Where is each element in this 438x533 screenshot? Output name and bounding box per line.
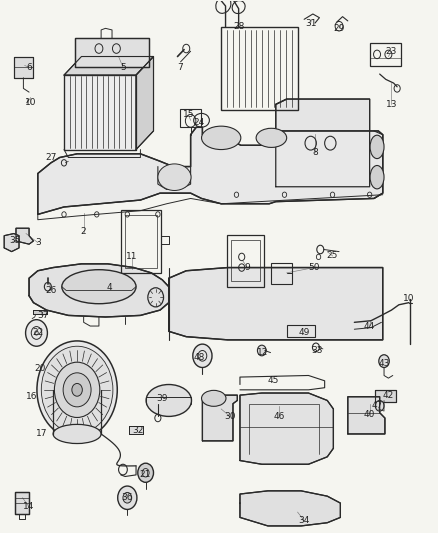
Text: 8: 8 — [312, 148, 318, 157]
Bar — [180, 109, 201, 127]
Circle shape — [63, 373, 91, 407]
Polygon shape — [375, 390, 396, 402]
Text: 14: 14 — [23, 502, 35, 511]
Polygon shape — [75, 38, 149, 67]
Bar — [272, 263, 292, 284]
Text: 31: 31 — [305, 19, 316, 28]
Text: 33: 33 — [311, 346, 323, 355]
Text: 48: 48 — [194, 353, 205, 362]
Text: 28: 28 — [233, 22, 244, 31]
Circle shape — [375, 400, 384, 411]
Text: 10: 10 — [403, 294, 415, 303]
Text: 10: 10 — [25, 98, 36, 107]
Circle shape — [258, 345, 266, 356]
Text: 37: 37 — [38, 311, 49, 320]
Polygon shape — [240, 393, 333, 464]
Polygon shape — [38, 127, 383, 214]
Text: 49: 49 — [298, 328, 310, 337]
Bar — [221, 27, 297, 110]
Text: 25: 25 — [327, 252, 338, 260]
Text: 32: 32 — [133, 426, 144, 435]
Text: 29: 29 — [333, 24, 345, 33]
Ellipse shape — [146, 384, 191, 416]
Polygon shape — [14, 56, 33, 78]
Circle shape — [118, 486, 137, 510]
Text: 16: 16 — [25, 392, 37, 401]
Ellipse shape — [158, 164, 191, 190]
Ellipse shape — [53, 424, 101, 443]
Polygon shape — [29, 264, 169, 317]
Circle shape — [193, 344, 212, 368]
Text: 39: 39 — [156, 394, 168, 403]
Polygon shape — [33, 310, 46, 314]
Bar — [121, 210, 161, 273]
Text: 46: 46 — [274, 412, 285, 421]
Text: 2: 2 — [81, 228, 86, 237]
Text: 15: 15 — [183, 110, 194, 119]
Text: 21: 21 — [139, 471, 151, 479]
Text: 27: 27 — [45, 153, 57, 162]
Text: 22: 22 — [32, 328, 43, 337]
Ellipse shape — [201, 126, 241, 150]
Text: 50: 50 — [308, 263, 320, 272]
Text: 7: 7 — [177, 63, 183, 71]
Ellipse shape — [62, 270, 136, 304]
Text: 36: 36 — [122, 493, 133, 502]
Text: 26: 26 — [45, 286, 57, 295]
Text: 24: 24 — [194, 118, 205, 127]
Ellipse shape — [370, 165, 384, 189]
Text: 3: 3 — [35, 238, 41, 247]
Polygon shape — [169, 268, 383, 340]
Polygon shape — [202, 395, 237, 441]
Polygon shape — [16, 228, 33, 244]
Text: 12: 12 — [257, 348, 268, 357]
Polygon shape — [64, 75, 136, 150]
Circle shape — [148, 288, 163, 307]
Text: 6: 6 — [26, 63, 32, 71]
Text: 30: 30 — [224, 412, 236, 421]
Text: 9: 9 — [244, 263, 250, 272]
Text: 23: 23 — [386, 47, 397, 55]
Circle shape — [41, 346, 113, 433]
Circle shape — [72, 383, 82, 396]
Bar — [227, 235, 264, 287]
Text: 42: 42 — [383, 391, 394, 400]
Polygon shape — [4, 233, 19, 252]
Circle shape — [138, 463, 153, 482]
Text: 47: 47 — [371, 401, 383, 410]
Bar — [125, 215, 156, 268]
Text: 5: 5 — [120, 63, 126, 71]
Text: 45: 45 — [268, 376, 279, 385]
Text: 43: 43 — [378, 359, 390, 368]
Circle shape — [123, 492, 132, 503]
Polygon shape — [136, 56, 153, 150]
Ellipse shape — [256, 128, 287, 148]
Circle shape — [54, 362, 100, 417]
Polygon shape — [276, 99, 370, 187]
Text: 44: 44 — [364, 321, 375, 330]
Polygon shape — [130, 426, 143, 434]
Ellipse shape — [370, 135, 384, 159]
Bar — [370, 43, 401, 66]
Bar — [287, 325, 315, 337]
Text: 40: 40 — [364, 410, 375, 419]
Polygon shape — [14, 492, 29, 514]
Ellipse shape — [201, 390, 226, 406]
Text: 4: 4 — [107, 283, 113, 292]
Circle shape — [37, 341, 117, 439]
Text: 17: 17 — [36, 430, 48, 439]
Circle shape — [25, 320, 47, 346]
Polygon shape — [348, 397, 385, 434]
Text: 20: 20 — [34, 364, 46, 373]
Text: 11: 11 — [126, 253, 138, 261]
Polygon shape — [64, 56, 153, 75]
Bar — [231, 240, 260, 281]
Circle shape — [379, 355, 389, 368]
Text: 13: 13 — [386, 100, 397, 109]
Text: 34: 34 — [298, 516, 310, 525]
Polygon shape — [240, 491, 340, 526]
Text: 35: 35 — [9, 237, 21, 246]
